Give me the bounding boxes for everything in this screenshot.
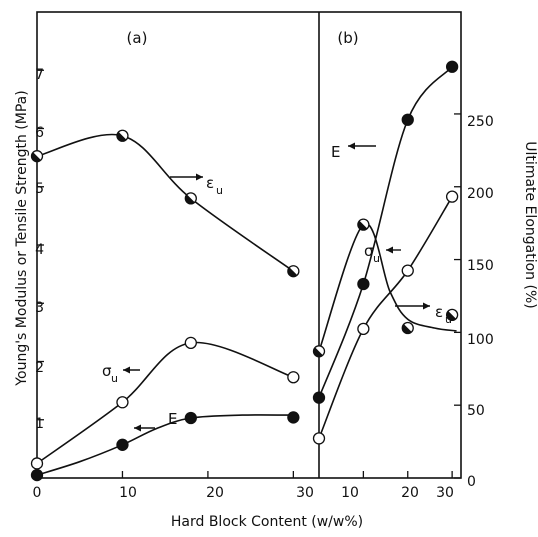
y-tick-label: 50 <box>467 403 485 419</box>
y-axis-label-left: Young's Modulus or Tensile Strength (MPa… <box>14 90 30 386</box>
point-a-half-filled <box>287 265 300 278</box>
y-tick-label: 250 <box>467 114 494 130</box>
y-tick-label: 6 <box>35 125 44 141</box>
x-tick-label: 10 <box>119 485 137 501</box>
plot-border <box>36 11 462 479</box>
plot-frame <box>36 11 462 479</box>
annotation-eps-a: ε <box>206 174 214 192</box>
y-tick-label: 3 <box>35 300 44 316</box>
point-b-open <box>357 322 370 336</box>
arrow-eps-a <box>170 173 203 181</box>
curve-a-2 <box>36 414 294 476</box>
point-a-open <box>287 371 300 384</box>
point-b-half-filled <box>445 308 459 322</box>
arrow-sigma-a <box>123 366 140 374</box>
point-a-open <box>184 336 197 350</box>
point-b-half-filled <box>401 321 414 335</box>
y-tick-label: 1 <box>35 416 44 432</box>
curve-b-2 <box>318 222 457 352</box>
y-tick-label: 100 <box>467 332 494 348</box>
x-tick-labels-a: 0 10 20 30 <box>33 485 314 501</box>
point-a-filled <box>116 438 129 451</box>
point-b-filled <box>445 60 459 73</box>
x-tick-label: 20 <box>206 485 224 501</box>
curve-b-0 <box>318 66 453 398</box>
annotation-sigma-a-sub: u <box>111 372 118 385</box>
arrow-E-b <box>348 142 376 150</box>
point-b-open <box>401 264 414 277</box>
point-b-half-filled <box>357 218 370 231</box>
annotation-E-a: E <box>168 410 177 428</box>
y-tick-label: 5 <box>35 181 44 197</box>
y-left-tick-labels: 1 2 3 4 5 6 7 <box>35 67 44 432</box>
point-a-filled <box>30 468 44 482</box>
annotation-sigma-b: σ <box>364 242 374 260</box>
x-tick-label: 20 <box>401 485 419 501</box>
annotation-eps-a-sub: u <box>216 184 223 197</box>
x-axis-label: Hard Block Content (w/w%) <box>171 514 363 530</box>
annotation-sigma-b-sub: u <box>373 252 380 265</box>
point-b-open <box>312 432 326 445</box>
point-a-filled <box>287 411 300 424</box>
annotation-eps-b: ε <box>435 303 443 321</box>
point-b-open <box>445 190 459 203</box>
point-a-half-filled <box>30 150 44 163</box>
x-tick-labels-b: 10 20 30 <box>341 485 454 501</box>
point-b-filled <box>312 391 326 404</box>
annotation-arrows <box>123 142 430 432</box>
curve-a-0 <box>36 133 294 272</box>
point-a-half-filled <box>116 129 129 142</box>
panel-label-a: (a) <box>127 29 148 47</box>
y-axis-label-right: Ultimate Elongation (%) <box>522 141 538 308</box>
panel-label-b: (b) <box>337 29 358 47</box>
x-tick-label: 30 <box>436 485 454 501</box>
point-a-half-filled <box>184 192 197 205</box>
y-tick-label: 200 <box>467 186 494 202</box>
annotation-E-b: E <box>331 143 340 161</box>
annotation-sigma-a: σ <box>102 362 112 380</box>
x-tick-label: 30 <box>296 485 314 501</box>
arrow-sigma-b <box>386 246 401 254</box>
arrow-E-a <box>134 424 155 432</box>
fitted-curves <box>36 66 457 476</box>
y-tick-label: 150 <box>467 258 494 274</box>
y-tick-label: 0 <box>467 474 476 490</box>
x-tick-label: 0 <box>33 485 42 501</box>
annotation-eps-b-sub: u <box>445 313 452 326</box>
point-a-filled <box>184 411 197 425</box>
y-tick-label: 7 <box>35 67 44 83</box>
point-b-half-filled <box>312 345 326 358</box>
curve-a-1 <box>36 341 294 465</box>
y-tick-label: 4 <box>35 242 44 258</box>
y-right-tick-labels: 0 50 100 150 200 250 <box>467 114 494 490</box>
curve-b-1 <box>318 196 453 439</box>
arrow-eps-b <box>395 302 430 310</box>
point-a-open <box>116 396 129 409</box>
point-b-filled <box>357 277 370 291</box>
point-b-filled <box>401 113 414 126</box>
x-tick-label: 10 <box>341 485 359 501</box>
y-tick-label: 2 <box>35 360 44 376</box>
data-points <box>30 60 459 482</box>
tick-marks <box>37 69 461 479</box>
point-a-open <box>30 457 44 470</box>
